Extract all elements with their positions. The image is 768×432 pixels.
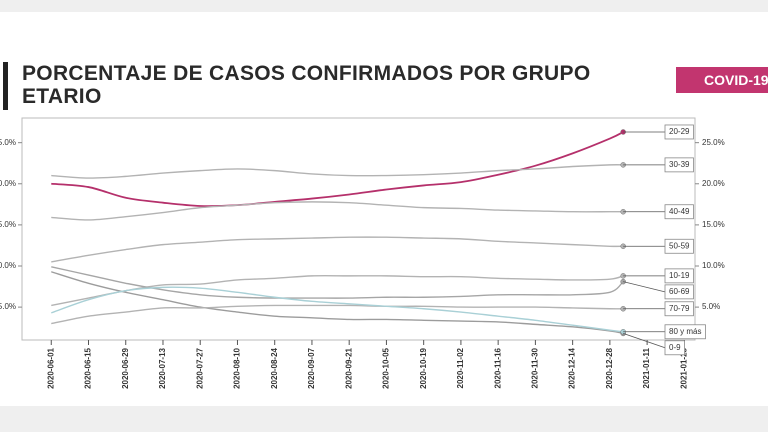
chart: 5.0% 5.0% 10.0% 10.0% 15.0% 15.0% 20.0% 20.0% 25… [0, 117, 725, 389]
chart-title: PORCENTAJE DE CASOS CONFIRMADOS POR GRUP… [22, 62, 591, 108]
legend-box [664, 268, 694, 284]
y-tick-label: 20.0% [702, 179, 725, 188]
legend-box [664, 157, 694, 173]
x-tick-label: 2020-11-02 [456, 347, 465, 388]
series-line [51, 266, 624, 299]
y-tick-label-left: 5.0% [0, 302, 16, 311]
tag: COVID-19 [704, 72, 768, 88]
legend-label: 20-29 [669, 127, 690, 136]
y-tick-label: 5.0% [702, 302, 720, 311]
x-tick-label: 2020-06-01 [46, 347, 55, 388]
y-tick-label-left: 15.0% [0, 220, 16, 229]
x-tick-label: 2020-10-19 [419, 347, 428, 388]
legend-box [664, 284, 694, 300]
y-tick-label: 25.0% [702, 138, 725, 147]
series-line [51, 236, 624, 263]
x-tick-label: 2020-11-16 [493, 347, 502, 388]
legend-box [664, 301, 694, 317]
legend-label: 80 y más [669, 327, 701, 336]
legend-box [664, 238, 694, 254]
legend-box [664, 204, 694, 220]
x-tick-label: 2021-01-11 [642, 347, 651, 388]
x-tick-label: 2020-07-27 [195, 347, 204, 388]
x-tick-label: 2020-06-29 [121, 347, 130, 388]
series-line [51, 274, 624, 307]
legend-connector [623, 281, 666, 293]
x-tick-label: 2020-11-30 [531, 347, 540, 388]
legend-label: 60-69 [669, 287, 690, 296]
legend-box [664, 324, 706, 340]
y-tick-label-left: 20.0% [0, 179, 16, 188]
x-tick-label: 2020-07-13 [158, 347, 167, 388]
x-tick-label: 2020-08-10 [233, 347, 242, 388]
plot-frame [21, 117, 696, 341]
series-line [51, 201, 624, 221]
series-line [51, 131, 624, 208]
series-line [51, 271, 624, 335]
legend-label: 10-19 [669, 271, 690, 280]
x-tick-label: 2020-12-14 [568, 347, 577, 388]
y-tick-label-left: 10.0% [0, 261, 16, 270]
series-line [51, 304, 624, 325]
series-line [51, 286, 624, 333]
x-tick-label: 2020-08-24 [270, 347, 279, 388]
y-tick-label: 15.0% [702, 220, 725, 229]
legend-box [664, 124, 694, 140]
legend-connector [623, 333, 666, 349]
x-tick-label: 2020-12-28 [605, 347, 614, 388]
legend-box [664, 340, 685, 356]
title-bar [3, 62, 8, 110]
top-band [0, 0, 768, 12]
x-tick-label: 2020-10-05 [382, 347, 391, 388]
legend-label: 50-59 [669, 241, 690, 250]
x-tick-label: 2020-09-21 [344, 347, 353, 388]
legend-label: 0-9 [669, 343, 681, 352]
x-tick-label: 2020-09-07 [307, 347, 316, 388]
series-line [51, 164, 624, 179]
legend-label: 40-49 [669, 207, 690, 216]
x-tick-label: 2020-06-15 [84, 347, 93, 388]
y-tick-label-left: 25.0% [0, 138, 16, 147]
y-tick-label: 10.0% [702, 261, 725, 270]
legend-label: 70-79 [669, 304, 690, 313]
x-tick-label: 2021-01-25 [679, 347, 688, 388]
legend-label: 30-39 [669, 160, 690, 169]
bottom-band [0, 406, 768, 432]
tag-box: COVID-19 [676, 67, 768, 93]
